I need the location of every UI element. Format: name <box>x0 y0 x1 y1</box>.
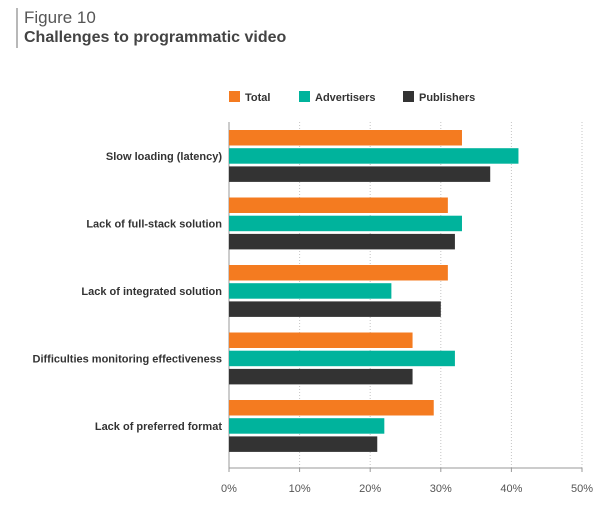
legend-swatch <box>403 91 414 102</box>
bar-publishers <box>229 368 413 385</box>
bar-advertisers <box>229 283 392 299</box>
bar-total <box>229 197 448 213</box>
category-label: Lack of preferred format <box>95 421 222 433</box>
bar-publishers <box>229 166 491 182</box>
x-tick-label: 50% <box>571 483 593 495</box>
category-label: Slow loading (latency) <box>106 151 222 163</box>
bar-total <box>229 265 448 281</box>
x-tick-label: 20% <box>359 483 381 495</box>
legend-label: Advertisers <box>315 92 376 104</box>
bar-total <box>229 130 462 146</box>
bar-publishers <box>229 233 455 250</box>
figure-header: Figure 10 Challenges to programmatic vid… <box>16 8 286 48</box>
x-tick-label: 30% <box>430 483 452 495</box>
figure-label: Figure 10 <box>24 8 96 27</box>
x-tick-label: 10% <box>289 483 311 495</box>
bar-publishers <box>229 436 378 452</box>
legend-label: Total <box>245 92 270 104</box>
bar-advertisers <box>229 350 455 367</box>
bar-advertisers <box>229 148 519 164</box>
bar-advertisers <box>229 418 385 434</box>
category-label: Lack of integrated solution <box>81 286 222 298</box>
category-label: Difficulties monitoring effectiveness <box>33 353 222 365</box>
legend-swatch <box>299 91 310 102</box>
bar-advertisers <box>229 215 462 232</box>
legend-swatch <box>229 91 240 102</box>
x-tick-label: 40% <box>500 483 522 495</box>
x-tick-label: 0% <box>221 483 237 495</box>
bar-total <box>229 332 413 348</box>
category-label: Lack of full-stack solution <box>86 218 222 230</box>
bar-total <box>229 400 434 416</box>
chart-title: Challenges to programmatic video <box>24 29 287 46</box>
bar-publishers <box>229 301 441 317</box>
legend-label: Publishers <box>419 92 475 104</box>
